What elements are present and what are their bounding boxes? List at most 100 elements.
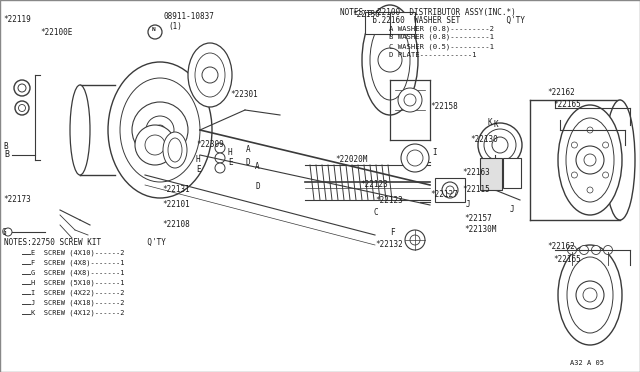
Text: *22127: *22127 — [430, 190, 458, 199]
Circle shape — [4, 228, 12, 236]
Circle shape — [576, 146, 604, 174]
Ellipse shape — [163, 132, 187, 168]
Circle shape — [407, 150, 423, 166]
Circle shape — [579, 246, 589, 254]
Circle shape — [132, 102, 188, 158]
Circle shape — [442, 182, 458, 198]
Text: *22162: *22162 — [547, 242, 575, 251]
Text: N: N — [152, 27, 156, 32]
Text: J  SCREW (4X18)------2: J SCREW (4X18)------2 — [31, 300, 125, 307]
Circle shape — [405, 230, 425, 250]
Text: F  SCREW (4X8)-------1: F SCREW (4X8)-------1 — [31, 260, 125, 266]
Bar — [435, 178, 465, 202]
Circle shape — [378, 48, 402, 72]
Ellipse shape — [558, 105, 622, 215]
Text: C: C — [373, 208, 378, 217]
Text: K  SCREW (4X12)------2: K SCREW (4X12)------2 — [31, 310, 125, 317]
Ellipse shape — [567, 257, 613, 333]
Text: K: K — [493, 120, 498, 129]
Circle shape — [215, 163, 225, 173]
Text: F: F — [390, 228, 395, 237]
Text: *22130M: *22130M — [464, 225, 497, 234]
Circle shape — [410, 235, 420, 245]
Text: *22163: *22163 — [462, 168, 490, 177]
Circle shape — [215, 143, 225, 153]
Text: H: H — [228, 148, 232, 157]
Circle shape — [148, 25, 162, 39]
Text: *22131: *22131 — [162, 185, 189, 194]
Text: *22136: *22136 — [352, 10, 380, 19]
Ellipse shape — [370, 20, 410, 100]
Text: *22309: *22309 — [196, 140, 224, 149]
Ellipse shape — [70, 85, 90, 175]
Circle shape — [484, 129, 516, 161]
Text: H: H — [196, 155, 200, 164]
Circle shape — [202, 67, 218, 83]
Circle shape — [446, 186, 454, 194]
Text: *22115: *22115 — [462, 185, 490, 194]
Circle shape — [19, 105, 26, 112]
Text: *22130: *22130 — [470, 135, 498, 144]
Circle shape — [603, 142, 609, 148]
Text: *22101: *22101 — [162, 200, 189, 209]
Text: *22158: *22158 — [430, 102, 458, 111]
Circle shape — [587, 127, 593, 133]
Circle shape — [603, 172, 609, 178]
Text: J: J — [510, 205, 515, 214]
Bar — [503, 158, 521, 188]
Text: G  SCREW (4X8)-------1: G SCREW (4X8)-------1 — [31, 270, 125, 276]
Text: *22123: *22123 — [375, 196, 403, 205]
Circle shape — [478, 123, 522, 167]
Text: b.22160  WASHER SET          Q'TY: b.22160 WASHER SET Q'TY — [340, 16, 525, 25]
Circle shape — [145, 135, 165, 155]
Text: D: D — [255, 182, 260, 191]
Text: B WASHER (0.8)---------1: B WASHER (0.8)---------1 — [389, 34, 494, 41]
Text: J: J — [466, 200, 470, 209]
Text: H  SCREW (5X10)------1: H SCREW (5X10)------1 — [31, 280, 125, 286]
Ellipse shape — [362, 5, 418, 115]
Ellipse shape — [195, 53, 225, 97]
Text: *22108: *22108 — [162, 220, 189, 229]
Circle shape — [15, 101, 29, 115]
Ellipse shape — [605, 100, 635, 220]
Circle shape — [18, 84, 26, 92]
Text: E  SCREW (4X10)------2: E SCREW (4X10)------2 — [31, 250, 125, 257]
Text: A WASHER (0.8)---------2: A WASHER (0.8)---------2 — [389, 25, 494, 32]
Text: *22132: *22132 — [375, 240, 403, 249]
Circle shape — [492, 137, 508, 153]
Text: D PLATE------------1: D PLATE------------1 — [389, 52, 477, 58]
Circle shape — [591, 246, 600, 254]
Circle shape — [584, 154, 596, 166]
Circle shape — [576, 281, 604, 309]
Text: K: K — [488, 118, 493, 127]
Circle shape — [572, 172, 577, 178]
Ellipse shape — [566, 118, 614, 202]
Text: (1): (1) — [168, 22, 182, 31]
Text: D: D — [246, 158, 251, 167]
Text: NOTES:22750 SCREW KIT          Q'TY: NOTES:22750 SCREW KIT Q'TY — [4, 238, 166, 247]
Circle shape — [583, 288, 597, 302]
Text: B: B — [4, 150, 9, 159]
Text: A32 A 05: A32 A 05 — [570, 360, 604, 366]
Text: E: E — [196, 165, 200, 174]
Ellipse shape — [120, 78, 200, 182]
Text: E: E — [228, 158, 232, 167]
Circle shape — [135, 125, 175, 165]
Ellipse shape — [168, 138, 182, 162]
Circle shape — [572, 142, 577, 148]
Text: I  SCREW (4X22)------2: I SCREW (4X22)------2 — [31, 290, 125, 296]
Text: *22119: *22119 — [3, 15, 31, 24]
Circle shape — [401, 144, 429, 172]
Circle shape — [604, 246, 612, 254]
Text: *22165: *22165 — [553, 100, 580, 109]
Text: B: B — [3, 142, 8, 151]
Text: G: G — [2, 228, 6, 237]
Text: I: I — [432, 148, 436, 157]
Text: NOTES:a.22100  DISTRIBUTOR ASSY(INC.*): NOTES:a.22100 DISTRIBUTOR ASSY(INC.*) — [340, 8, 516, 17]
Text: *22162: *22162 — [547, 88, 575, 97]
Text: *22165: *22165 — [553, 255, 580, 264]
Circle shape — [568, 246, 577, 254]
Circle shape — [146, 116, 174, 144]
Bar — [365, 12, 415, 34]
Circle shape — [215, 153, 225, 163]
